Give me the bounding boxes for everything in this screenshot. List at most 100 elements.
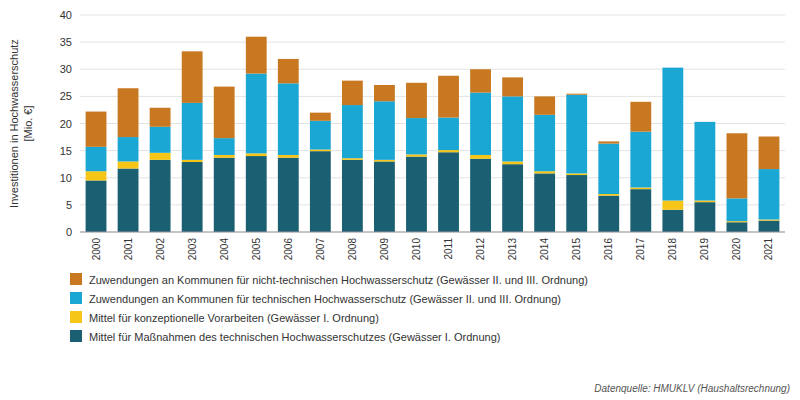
bar-segment [342, 105, 363, 158]
bar-segment [502, 96, 523, 161]
legend-swatch [70, 311, 82, 323]
bar-segment [727, 222, 748, 232]
bar-segment [598, 194, 619, 196]
bar-segment [662, 68, 683, 201]
bar-segment [598, 144, 619, 194]
bar-segment [759, 220, 780, 221]
legend-label: Mittel für konzeptionelle Vorarbeiten (G… [89, 312, 379, 324]
y-axis-label-line: Investitionen in Hochwasserschutz [8, 39, 20, 208]
x-tick-label: 2020 [731, 238, 742, 261]
bar-segment [246, 74, 267, 154]
bar-segment [406, 83, 427, 118]
bar-segment [662, 201, 683, 210]
x-tick-label: 2008 [347, 238, 358, 261]
bar-segment [310, 113, 331, 121]
bar-segment [534, 173, 555, 232]
x-tick-label: 2016 [603, 238, 614, 261]
legend-label: Mittel für Maßnahmen des technischen Hoc… [89, 331, 500, 343]
bar-segment [438, 76, 459, 118]
bar-segment [118, 88, 139, 137]
bar-segment [278, 155, 299, 158]
bar-segment [598, 141, 619, 143]
bar-segment [150, 160, 171, 232]
y-tick-label: 5 [66, 199, 72, 211]
x-tick-label: 2003 [187, 238, 198, 261]
bar-segment [118, 161, 139, 168]
bar-segment [759, 137, 780, 170]
legend: Zuwendungen an Kommunen für nicht-techni… [70, 273, 588, 343]
bar-segment [759, 169, 780, 219]
x-tick-label: 2013 [507, 238, 518, 261]
y-axis-label: Investitionen in Hochwasserschutz[Mio. €… [8, 39, 34, 208]
bar-segment [406, 154, 427, 156]
bar-segment [598, 196, 619, 232]
legend-swatch [70, 273, 82, 285]
x-tick-label: 2014 [539, 238, 550, 261]
bar-segment [406, 157, 427, 232]
bar-segment [470, 155, 491, 159]
bar-segment [278, 83, 299, 155]
grid-line [80, 15, 785, 16]
bar-segment [470, 93, 491, 155]
bar-segment [214, 158, 235, 232]
bar-segment [438, 118, 459, 151]
bar-segment [502, 164, 523, 232]
bar-segment [278, 59, 299, 83]
y-axis-label-line: [Mio. €] [22, 105, 34, 141]
bar-segment [342, 81, 363, 105]
x-tick-label: 2021 [763, 238, 774, 261]
x-tick-label: 2015 [571, 238, 582, 261]
x-tick-label: 2017 [635, 238, 646, 261]
bar-segment [694, 121, 715, 122]
bar-segment [438, 150, 459, 152]
bar-segment [630, 189, 651, 232]
bar-segment [310, 121, 331, 150]
bar-segment [566, 94, 587, 95]
y-tick-label: 15 [60, 145, 72, 157]
bar-segment [630, 102, 651, 132]
bar-segment [566, 175, 587, 232]
bar-segment [630, 132, 651, 188]
bar-segment [118, 169, 139, 232]
bar-segment [566, 173, 587, 175]
bar-segment [182, 162, 203, 232]
grid-line [80, 232, 785, 233]
x-tick-label: 2019 [699, 238, 710, 261]
y-tick-label: 35 [60, 36, 72, 48]
bar-segment [86, 147, 107, 171]
bar-segment [214, 155, 235, 158]
bar-segment [470, 69, 491, 92]
x-tick-label: 2001 [123, 238, 134, 261]
chart: 0510152025303540200020012002200320042005… [0, 0, 800, 400]
bar-segment [470, 159, 491, 232]
bar-segment [534, 96, 555, 114]
bar-segment [342, 158, 363, 160]
grid-line [80, 42, 785, 43]
series [86, 37, 780, 199]
bar-segment [438, 152, 459, 232]
y-tick-label: 10 [60, 172, 72, 184]
bar-segment [662, 210, 683, 232]
bar-segment [727, 221, 748, 222]
bar-segment [310, 151, 331, 232]
legend-label: Zuwendungen an Kommunen für nicht-techni… [89, 274, 588, 286]
x-tick-label: 2000 [91, 238, 102, 261]
bar-segment [214, 87, 235, 139]
bar-segment [694, 202, 715, 232]
bar-segment [374, 161, 395, 232]
bar-segment [566, 95, 587, 174]
bar-segment [182, 103, 203, 160]
annotation: Datenquelle: HMUKLV (Haushaltsrechnung) [594, 383, 790, 394]
x-tick-label: 2007 [315, 238, 326, 261]
x-tick-label: 2012 [475, 238, 486, 261]
bar-segment [502, 161, 523, 164]
bar-segment [246, 37, 267, 74]
bar-segment [406, 118, 427, 154]
x-tick-label: 2006 [283, 238, 294, 261]
bars [86, 37, 780, 232]
bar-segment [727, 198, 748, 221]
bar-segment [150, 108, 171, 127]
bar-segment [694, 122, 715, 201]
grid [80, 15, 785, 232]
bar-segment [150, 153, 171, 160]
